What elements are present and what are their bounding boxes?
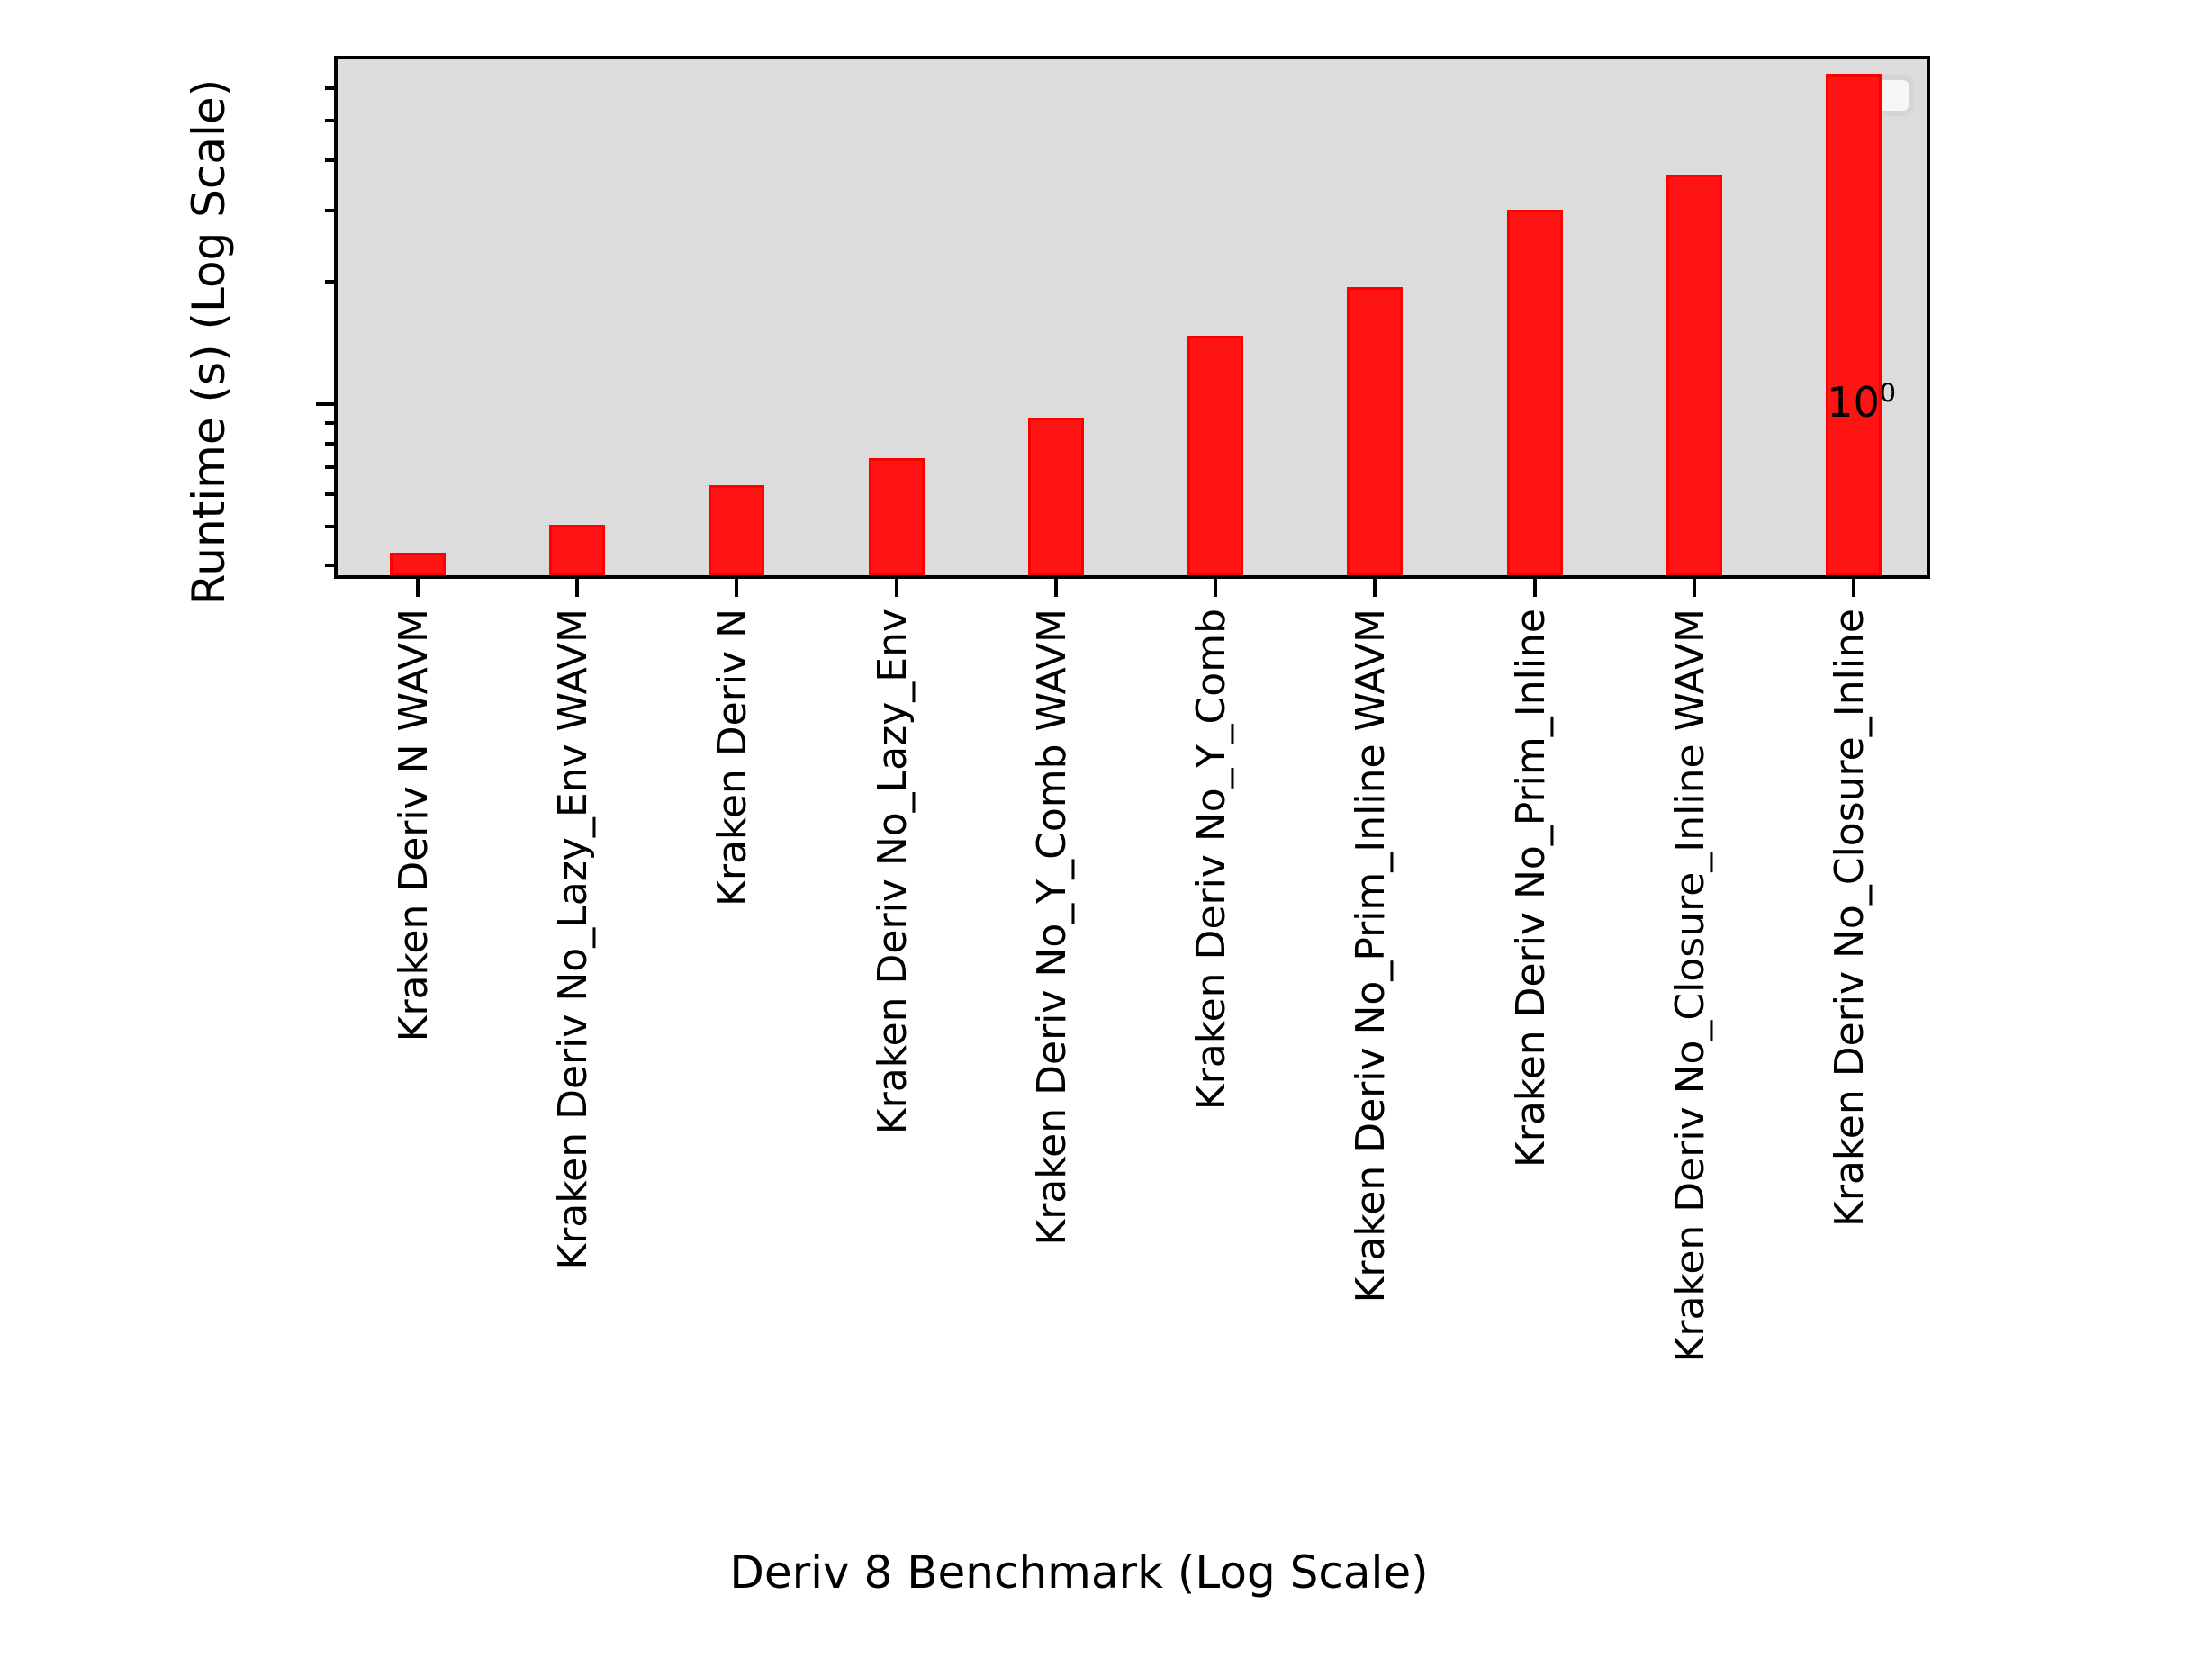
x-tick <box>1053 575 1058 597</box>
x-tick-label: Kraken Deriv No_Prim_Inline <box>1507 609 1554 1168</box>
y-tick-minor <box>325 158 338 162</box>
y-tick-major <box>316 401 338 406</box>
plot-area: 100 <box>316 56 1930 597</box>
x-tick-label: Kraken Deriv No_Prim_Inline WAVM <box>1348 609 1395 1303</box>
y-tick-minor <box>325 564 338 568</box>
x-tick-label: Kraken Deriv N WAVM <box>390 609 437 1042</box>
y-tick-minor <box>325 491 338 496</box>
x-tick <box>1532 575 1537 597</box>
y-tick-minor <box>325 464 338 469</box>
y-tick-minor <box>325 86 338 91</box>
y-tick-minor <box>325 208 338 212</box>
y-tick-label: 100 <box>1827 377 1896 427</box>
x-tick <box>735 575 739 597</box>
bar[interactable] <box>389 552 446 575</box>
bar[interactable] <box>1666 174 1723 575</box>
x-tick-label: Kraken Deriv N <box>709 609 756 906</box>
bar[interactable] <box>1506 209 1563 575</box>
y-tick-minor <box>325 420 338 425</box>
x-tick <box>1214 575 1218 597</box>
x-tick-label: Kraken Deriv No_Closure_Inline <box>1827 609 1873 1228</box>
x-tick-label: Kraken Deriv No_Lazy_Env <box>869 609 916 1135</box>
x-tick <box>415 575 420 597</box>
x-tick <box>1693 575 1697 597</box>
x-axis-label: Deriv 8 Benchmark (Log Scale) <box>0 1546 2212 1599</box>
bar[interactable] <box>1826 74 1882 575</box>
x-tick-label: Kraken Deriv No_Y_Comb <box>1188 609 1235 1111</box>
x-tick <box>1852 575 1856 597</box>
bar[interactable] <box>1027 418 1084 575</box>
bar[interactable] <box>548 524 605 575</box>
x-tick-label: Kraken Deriv No_Closure_Inline WAVM <box>1667 609 1714 1363</box>
x-tick-label: Kraken Deriv No_Y_Comb WAVM <box>1028 609 1075 1246</box>
x-tick <box>894 575 898 597</box>
y-tick-minor <box>325 441 338 446</box>
y-axis-label: Runtime (s) (Log Scale) <box>183 78 235 606</box>
x-axis-label-text: Deriv 8 Benchmark (Log Scale) <box>729 1546 1429 1599</box>
bar[interactable] <box>868 457 925 575</box>
bar[interactable] <box>1187 336 1244 575</box>
x-tick <box>574 575 579 597</box>
y-tick-minor <box>325 524 338 528</box>
y-tick-minor <box>325 118 338 122</box>
y-tick-minor <box>325 280 338 284</box>
x-tick <box>1373 575 1377 597</box>
x-tick-label: Kraken Deriv No_Lazy_Env WAVM <box>549 609 596 1270</box>
bar[interactable] <box>1347 286 1404 575</box>
bar[interactable] <box>709 485 765 575</box>
